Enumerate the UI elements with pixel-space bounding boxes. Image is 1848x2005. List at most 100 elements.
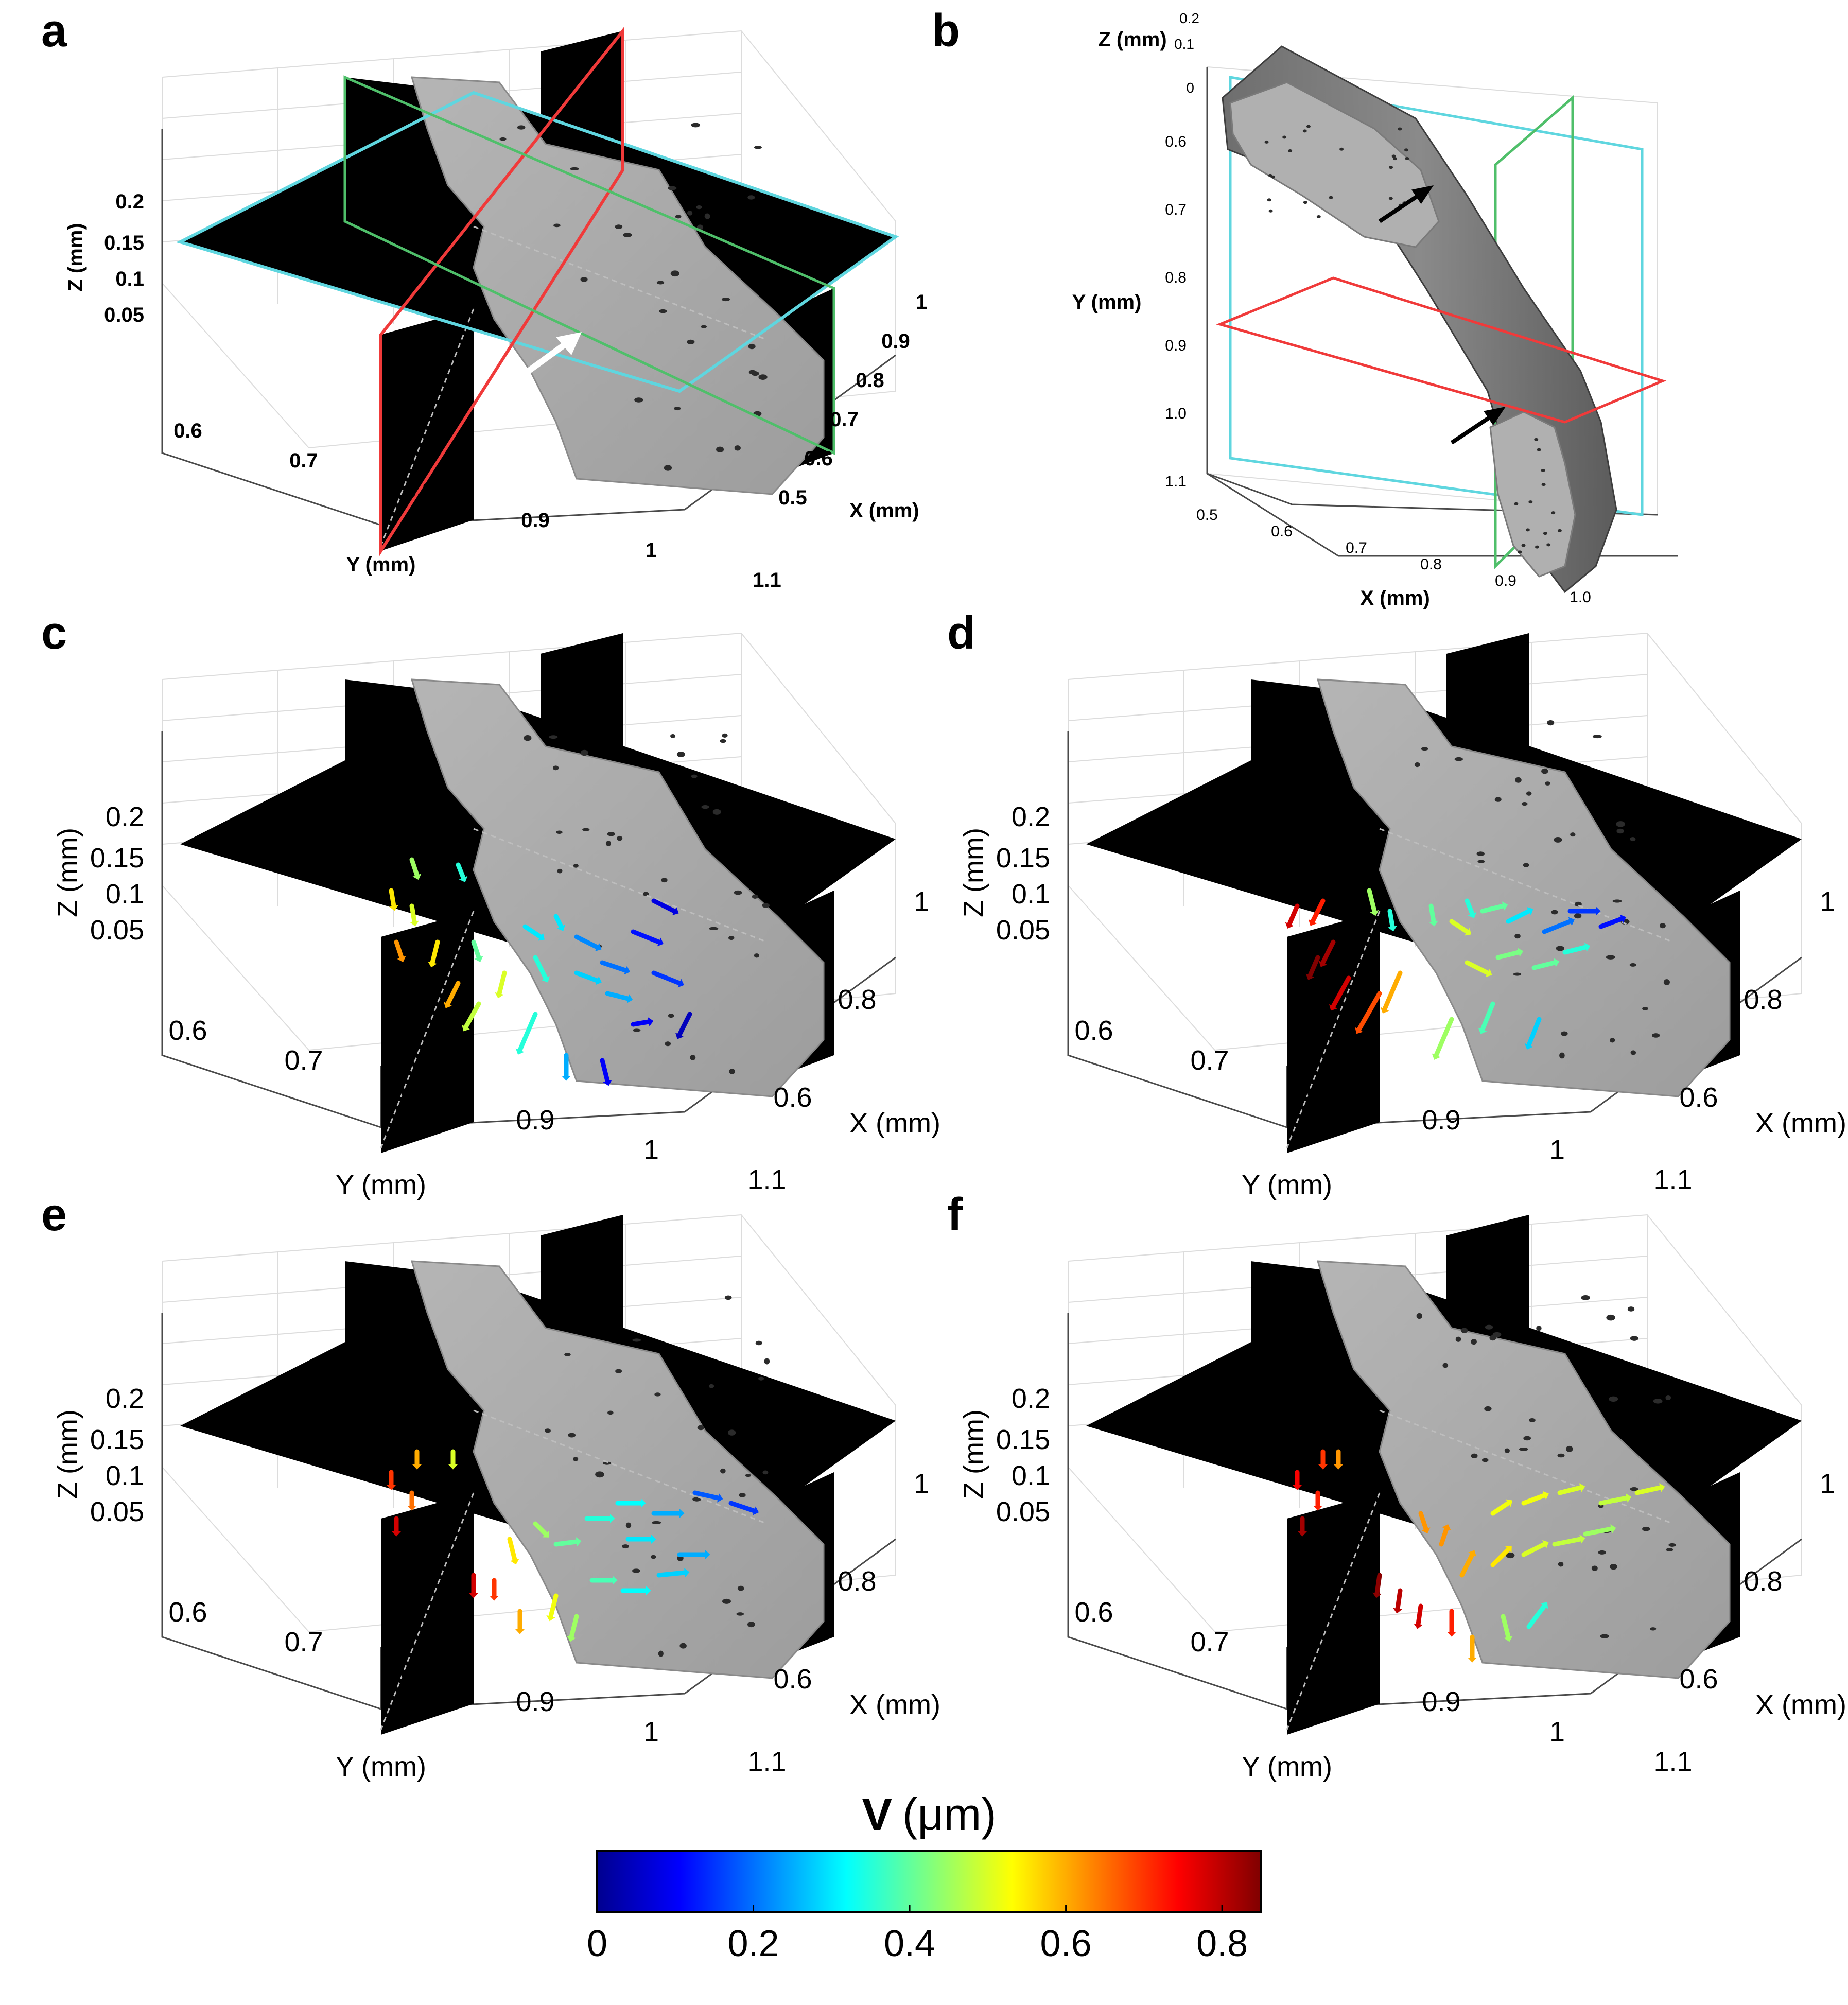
y-tick-label: 0.7 [284, 1045, 323, 1076]
yz-plane-outline [1216, 276, 1667, 424]
displacement-arrow [1465, 898, 1475, 916]
pore [1630, 1487, 1638, 1491]
displacement-arrowhead [626, 994, 633, 1003]
x-tick-label: 0.6 [773, 1082, 812, 1113]
displacement-arrowhead [1579, 1535, 1585, 1544]
panel-label-c: c [41, 607, 67, 659]
pore [734, 890, 742, 895]
displacement-arrowhead [490, 1596, 499, 1601]
displacement-arrowhead [1504, 1635, 1513, 1642]
y-tick-label: 0.8 [405, 479, 434, 502]
y-axis-title: Y (mm) [346, 553, 416, 576]
displacement-arrow [1557, 1485, 1583, 1495]
pore [1546, 543, 1551, 547]
pore [573, 864, 579, 868]
displacement-arrow [1480, 1001, 1495, 1032]
displacement-arrowhead [515, 1629, 525, 1634]
yz-slice-upper [541, 31, 623, 180]
displacement-arrow [1552, 1537, 1583, 1547]
y-axis-title: Y (mm) [1072, 291, 1142, 313]
pore [691, 123, 701, 128]
displacement-arrow [471, 939, 481, 960]
displacement-arrowhead [651, 1535, 656, 1544]
displacement-arrowhead [1465, 928, 1471, 936]
pore [615, 224, 623, 229]
x-tick-label: 0.8 [1744, 984, 1782, 1015]
panel-label-a: a [41, 5, 67, 57]
yz-slice-upper [541, 1215, 623, 1364]
pore [1537, 448, 1541, 451]
pore [739, 1493, 746, 1497]
displacement-arrowhead [1442, 1524, 1451, 1530]
displacement-arrowhead [556, 924, 566, 931]
pore [1271, 175, 1276, 179]
pore [568, 1433, 576, 1438]
displacement-arrow [1480, 903, 1506, 914]
z-tick-label: 0.05 [996, 1496, 1050, 1527]
displacement-arrow [656, 1570, 687, 1578]
pore [1630, 1336, 1638, 1341]
pore [747, 195, 755, 200]
displacement-arrow [1387, 909, 1395, 929]
displacement-arrowhead [1626, 1493, 1632, 1503]
axis-lines [1067, 731, 1591, 1128]
y-tick-label: 0.9 [1165, 337, 1187, 354]
y-tick-label: 1 [643, 1135, 659, 1165]
pore [1405, 156, 1409, 160]
colorbar-tick-label: 0.8 [1196, 1923, 1248, 1964]
z-tick-label: 0.2 [1179, 10, 1199, 26]
bone-region [410, 1260, 825, 1679]
displacement-arrow [1356, 991, 1382, 1032]
axis-lines [161, 129, 685, 526]
pore [1592, 735, 1602, 739]
pore [747, 1622, 755, 1628]
displacement-arrow [600, 1058, 610, 1084]
pore [582, 828, 590, 831]
displacement-arrowhead [412, 874, 422, 880]
pore [1494, 797, 1502, 802]
pore [1541, 768, 1548, 774]
displacement-arrow [1320, 939, 1336, 965]
xy-plane-outline [1229, 76, 1644, 516]
displacement-arrowhead [387, 1485, 396, 1490]
displacement-arrow [1459, 1552, 1475, 1578]
bone-region [1316, 678, 1731, 1097]
x-tick-label: 0.8 [838, 1566, 876, 1597]
displacement-arrowhead [541, 975, 550, 983]
annotation-arrowhead [1484, 407, 1506, 426]
pore [1616, 828, 1624, 834]
x-tick-label: 1 [1820, 886, 1835, 917]
pore [734, 445, 741, 451]
pore [1574, 913, 1582, 919]
y-tick-label: 0.7 [1190, 1627, 1229, 1658]
pore [1303, 201, 1307, 204]
z-tick-label: 0.2 [1012, 1383, 1050, 1414]
displacement-arrowhead [675, 1032, 684, 1039]
displacement-arrowhead [1432, 1053, 1441, 1060]
pore [557, 868, 563, 874]
displacement-arrow [569, 1614, 579, 1640]
displacement-arrowhead [1388, 926, 1397, 932]
pore [602, 1461, 612, 1465]
pore [722, 733, 728, 738]
pore [1591, 1565, 1598, 1571]
pore [1609, 1564, 1617, 1570]
displacement-arrow [1331, 975, 1351, 1009]
pore [1606, 955, 1615, 960]
pore [754, 953, 759, 958]
pore [572, 1457, 579, 1461]
y-tick-label: 0.6 [1074, 1015, 1113, 1046]
colorbar-title-unit: (μm) [902, 1789, 997, 1840]
displacement-arrowhead [567, 1635, 576, 1642]
axis-lines [161, 731, 685, 1128]
z-axis-title: Z (mm) [1098, 28, 1166, 51]
pore [1610, 1038, 1615, 1043]
displacement-arrowhead [1293, 1485, 1302, 1490]
displacement-arrowhead [1370, 910, 1379, 916]
pore [664, 465, 672, 471]
pore [748, 370, 756, 375]
displacement-arrowhead [1610, 1524, 1616, 1533]
displacement-arrow [553, 1539, 579, 1547]
pore [737, 1585, 744, 1591]
pore [1616, 821, 1625, 827]
